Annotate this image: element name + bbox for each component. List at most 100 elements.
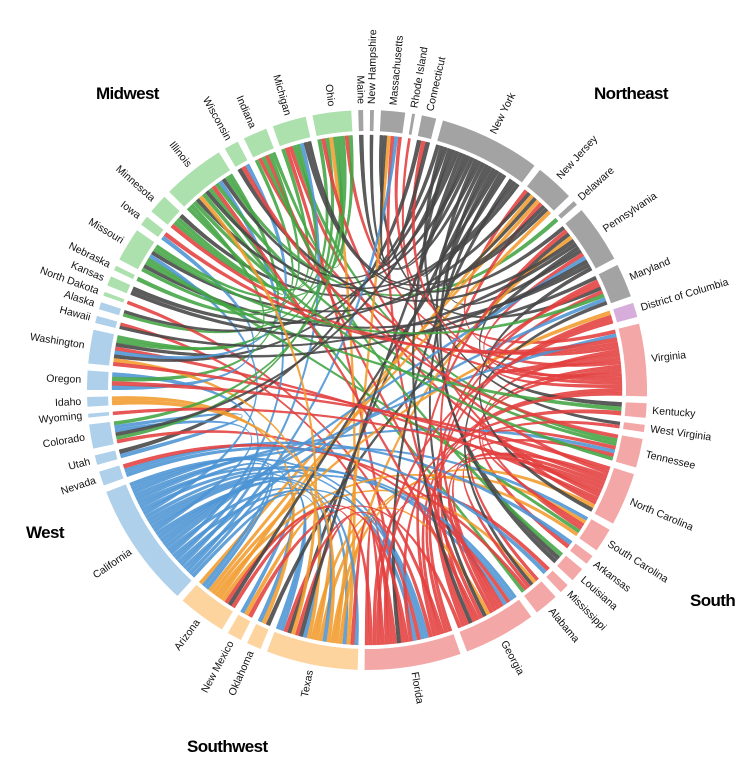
- state-arc-south-carolina[interactable]: [579, 519, 610, 551]
- chord-new-york-georgia: [412, 147, 473, 624]
- chord-michigan-pennsylvania: [303, 141, 566, 293]
- region-label-southwest: Southwest: [187, 737, 268, 756]
- state-arc-iowa[interactable]: [141, 216, 164, 237]
- state-arc-louisiana[interactable]: [557, 555, 583, 581]
- chord-missouri-maryland: [153, 247, 605, 335]
- state-arc-georgia[interactable]: [459, 599, 532, 652]
- chord-kansas-maryland: [130, 275, 597, 339]
- state-label-oklahoma: Oklahoma: [226, 649, 256, 698]
- state-arc-massachusetts[interactable]: [379, 110, 406, 134]
- state-arc-nevada[interactable]: [99, 465, 124, 486]
- chord-kansas-new-jersey: [131, 191, 531, 325]
- chord-florida-arizona: [231, 506, 373, 646]
- state-arc-utah[interactable]: [94, 450, 118, 465]
- state-arc-illinois[interactable]: [169, 152, 230, 207]
- state-label-utah: Utah: [67, 456, 92, 473]
- state-arc-michigan[interactable]: [272, 116, 311, 147]
- state-arc-new-york[interactable]: [437, 120, 535, 183]
- state-label-kentucky: Kentucky: [652, 405, 697, 420]
- chord-nevada-alabama: [122, 443, 528, 591]
- state-arc-north-dakota[interactable]: [103, 291, 125, 303]
- chord-ohio-indiana: [271, 136, 345, 268]
- state-arc-arizona[interactable]: [182, 584, 233, 630]
- state-label-delaware: Delaware: [576, 165, 617, 204]
- chord-new-york-louisiana: [439, 163, 558, 564]
- chord-florida-texas: [283, 511, 433, 638]
- state-arc-arkansas[interactable]: [570, 543, 593, 564]
- chord-michigan-new-jersey: [307, 141, 549, 287]
- state-label-wisconsin: Wisconsin: [200, 95, 234, 143]
- state-arc-florida[interactable]: [364, 634, 461, 670]
- state-label-nevada: Nevada: [59, 475, 97, 498]
- state-label-pennsylvania: Pennsylvania: [601, 190, 660, 235]
- state-label-colorado: Colorado: [42, 431, 86, 450]
- state-arc-delaware[interactable]: [558, 201, 577, 219]
- state-label-idaho: Idaho: [55, 396, 82, 409]
- state-arc-north-carolina[interactable]: [594, 467, 635, 524]
- state-arc-pennsylvania[interactable]: [565, 210, 615, 269]
- state-arc-connecticut[interactable]: [417, 115, 437, 140]
- chord-north-carolina-wyoming: [112, 407, 602, 494]
- state-arc-oregon[interactable]: [87, 370, 109, 391]
- state-arc-new-hampshire[interactable]: [369, 110, 374, 132]
- state-arc-texas[interactable]: [267, 631, 359, 670]
- state-arc-district-of-columbia[interactable]: [613, 302, 638, 323]
- region-label-west: West: [26, 523, 65, 542]
- state-arc-new-jersey[interactable]: [527, 169, 569, 211]
- state-label-california: California: [91, 546, 135, 581]
- state-arc-west-virginia[interactable]: [623, 422, 645, 433]
- chord-virginia-connecticut: [411, 140, 623, 381]
- state-label-alabama: Alabama: [546, 606, 582, 646]
- chord-indiana-louisiana: [261, 156, 564, 557]
- state-label-north-carolina: North Carolina: [628, 496, 695, 534]
- chord-california-south-carolina: [133, 447, 589, 521]
- state-arc-idaho[interactable]: [87, 396, 109, 407]
- state-arc-missouri[interactable]: [119, 230, 155, 270]
- state-arc-wyoming[interactable]: [88, 411, 110, 418]
- state-arc-alaska[interactable]: [98, 302, 122, 316]
- chord-florida-hawaii: [120, 322, 422, 641]
- state-label-new-hampshire: New Hampshire: [366, 29, 379, 104]
- state-label-maryland: Maryland: [628, 255, 673, 283]
- state-arc-colorado[interactable]: [89, 421, 114, 449]
- state-label-iowa: Iowa: [118, 199, 143, 222]
- state-label-washington: Washington: [29, 331, 85, 351]
- chord-north-carolina-washington: [112, 362, 607, 483]
- chord-pennsylvania-florida: [416, 229, 568, 637]
- state-arc-hawaii[interactable]: [95, 315, 118, 329]
- region-label-south: South: [690, 591, 735, 610]
- state-arc-rhode-island[interactable]: [408, 113, 416, 135]
- chord-illinois-texas: [198, 195, 317, 635]
- state-arc-kansas[interactable]: [107, 276, 131, 294]
- chord-tennessee-georgia: [452, 439, 615, 610]
- chord-pennsylvania-washington: [115, 259, 589, 358]
- state-arc-minnesota[interactable]: [151, 196, 180, 225]
- chord-ohio-colorado: [113, 135, 347, 426]
- chord-new-jersey-arizona: [208, 210, 552, 593]
- state-arc-virginia[interactable]: [618, 323, 647, 397]
- state-arc-nebraska[interactable]: [113, 265, 135, 280]
- chord-texas-new-york: [298, 153, 467, 637]
- state-arc-wisconsin[interactable]: [224, 141, 248, 167]
- chord-california-virginia: [159, 333, 617, 543]
- state-label-florida: Florida: [409, 671, 426, 705]
- state-label-district-of-columbia: District of Columbia: [639, 276, 730, 314]
- chord-district-of-columbia-florida: [376, 319, 614, 646]
- state-arc-oklahoma[interactable]: [247, 624, 269, 649]
- chord-utah-connecticut: [118, 139, 422, 454]
- chord-georgia-california: [146, 469, 517, 599]
- state-arc-maine[interactable]: [358, 110, 364, 132]
- state-arc-washington[interactable]: [88, 329, 115, 366]
- state-arc-maryland[interactable]: [598, 264, 631, 304]
- state-arc-california[interactable]: [106, 484, 192, 597]
- state-arc-alabama[interactable]: [524, 581, 556, 613]
- chord-illinois-california: [169, 180, 284, 555]
- state-arc-mississippi[interactable]: [546, 570, 568, 593]
- state-arc-indiana[interactable]: [243, 128, 274, 158]
- state-arc-new-mexico[interactable]: [227, 614, 251, 640]
- state-label-arizona: Arizona: [172, 617, 203, 653]
- state-arc-kentucky[interactable]: [624, 402, 647, 418]
- state-arc-ohio[interactable]: [312, 110, 353, 136]
- chord-michigan-tennessee: [292, 144, 618, 443]
- state-arc-tennessee[interactable]: [615, 435, 643, 468]
